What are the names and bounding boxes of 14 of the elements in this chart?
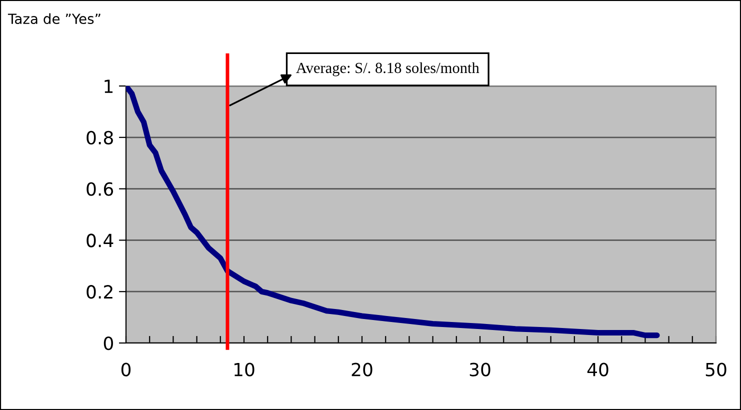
y-tick-label: 0.4 xyxy=(86,234,114,248)
x-tick-label: 30 xyxy=(470,362,490,376)
x-tick-label: 40 xyxy=(587,362,608,376)
annotation: Average: S/. 8.18 soles/month xyxy=(296,62,480,76)
y-tick-label: 0.8 xyxy=(86,130,113,145)
x-tick-label: 50 xyxy=(706,362,726,376)
x-tick-label: 10 xyxy=(234,362,254,376)
y-tick-label: 1 xyxy=(104,80,113,93)
y-axis-title: Taza de ”Yes” xyxy=(8,13,100,24)
y-tick-label: 0 xyxy=(104,336,113,350)
x-tick-label: 20 xyxy=(352,362,372,376)
y-tick-label: 0.2 xyxy=(86,285,112,299)
x-tick-label: 0 xyxy=(121,362,131,376)
y-tick-label: 0.6 xyxy=(86,182,114,196)
